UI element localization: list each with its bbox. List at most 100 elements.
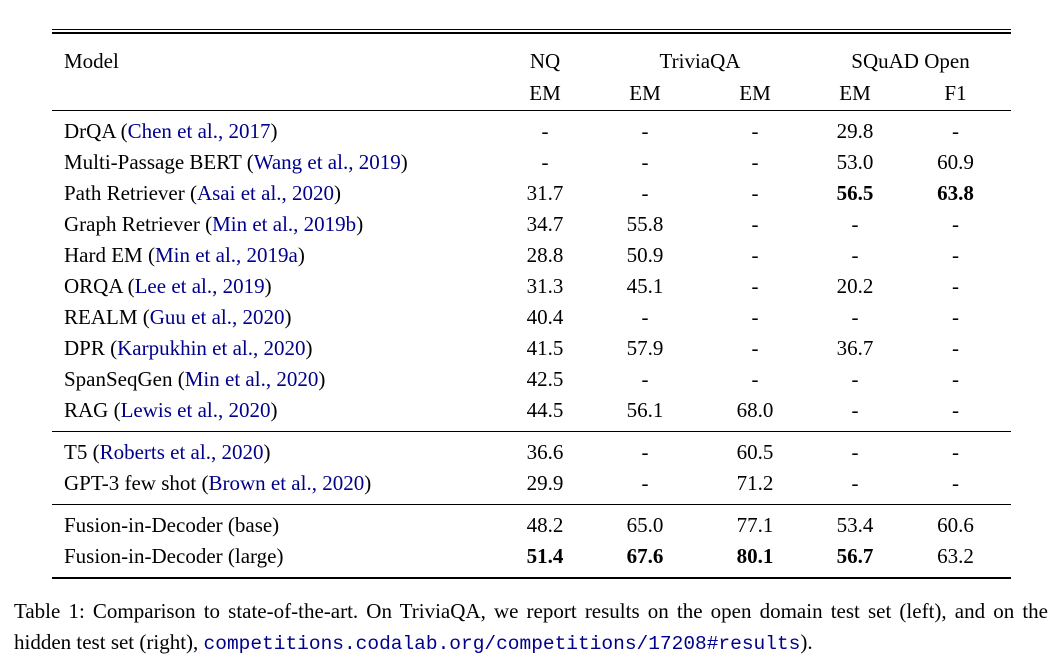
table-row: ORQA (Lee et al., 2019) 31.3 45.1 - 20.2 -	[52, 271, 1011, 302]
value-cell: 71.2	[736, 471, 774, 495]
metric-header: EM	[500, 77, 590, 111]
citation-link[interactable]: Lewis et al., 2020	[120, 398, 271, 422]
value-cell: -	[851, 471, 859, 495]
value-cell: -	[952, 274, 959, 298]
value-cell: -	[641, 367, 649, 391]
results-table-figure: Model NQ TriviaQA SQuAD Open EM EM EM EM…	[52, 29, 1012, 579]
value-cell: 60.5	[700, 431, 810, 468]
value-cell: 56.1	[626, 398, 664, 422]
metric-header: EM	[590, 77, 700, 111]
table-row: Hard EM (Min et al., 2019a) 28.8 50.9 - - -	[52, 240, 1011, 271]
value-cell: -	[952, 243, 959, 267]
value-cell: -	[851, 243, 859, 267]
value-cell: -	[851, 212, 859, 236]
table-header: Model NQ TriviaQA SQuAD Open EM EM EM EM…	[52, 34, 1012, 111]
value-cell: -	[641, 305, 649, 329]
model-name-cell: Fusion-in-Decoder (base)	[52, 504, 500, 541]
citation-link[interactable]: Min et al., 2019b	[212, 212, 357, 236]
value-cell: 80.1	[736, 544, 774, 568]
table-row: Fusion-in-Decoder (base) 48.2 65.0 77.1 53.4…	[52, 504, 1012, 541]
model-name-cell: REALM (Guu et al., 2020)	[64, 305, 292, 329]
value-cell: 55.8	[626, 212, 664, 236]
citation-link[interactable]: Brown et al., 2020	[208, 471, 365, 495]
value-cell: -	[952, 398, 959, 422]
value-cell: 60.6	[900, 504, 1012, 541]
value-cell: 53.0	[836, 150, 874, 174]
model-name-cell: Graph Retriever (Min et al., 2019b)	[64, 212, 364, 236]
value-cell: -	[851, 398, 859, 422]
model-name-cell: Fusion-in-Decoder (large)	[64, 544, 284, 568]
citation-link[interactable]: Guu et al., 2020	[149, 305, 285, 329]
header-group-row: Model NQ TriviaQA SQuAD Open	[52, 34, 1011, 77]
col-group-triviaqa: TriviaQA	[659, 49, 741, 73]
value-cell: 63.8	[937, 181, 974, 205]
table-row: SpanSeqGen (Min et al., 2020) 42.5 - - - -	[52, 364, 1011, 395]
value-cell: -	[751, 274, 759, 298]
metric-header: F1	[900, 77, 1012, 111]
table-row: Multi-Passage BERT (Wang et al., 2019) - -…	[52, 147, 1011, 178]
value-cell: 28.8	[526, 243, 564, 267]
model-name-cell: DPR (Karpukhin et al., 2020)	[64, 336, 313, 360]
value-cell: -	[810, 431, 900, 468]
value-cell: -	[952, 471, 959, 495]
value-cell: 60.9	[937, 150, 974, 174]
col-header-model: Model	[64, 49, 119, 73]
value-cell: 31.7	[526, 181, 564, 205]
table-section-fusion-in-decoder: Fusion-in-Decoder (base) 48.2 65.0 77.1 53.4…	[52, 504, 1012, 579]
codalab-url-link[interactable]: competitions.codalab.org/competitions/17…	[203, 633, 801, 655]
model-name-cell: ORQA (Lee et al., 2019)	[64, 274, 272, 298]
citation-link[interactable]: Asai et al., 2020	[196, 181, 335, 205]
value-cell: 41.5	[526, 336, 564, 360]
results-table: Model NQ TriviaQA SQuAD Open EM EM EM EM…	[52, 34, 1012, 579]
model-name-cell: T5 (Roberts et al., 2020)	[52, 431, 500, 468]
table-top-rule-thin	[52, 29, 1011, 30]
citation-link[interactable]: Min et al., 2020	[184, 367, 319, 391]
value-cell: -	[751, 336, 759, 360]
value-cell: 36.6	[500, 431, 590, 468]
metric-header: EM	[810, 77, 900, 111]
value-cell: 51.4	[526, 544, 564, 568]
model-name-cell: Multi-Passage BERT (Wang et al., 2019)	[64, 150, 408, 174]
value-cell: 68.0	[736, 398, 774, 422]
value-cell: 65.0	[590, 504, 700, 541]
col-group-nq: NQ	[529, 49, 561, 73]
value-cell: 20.2	[836, 274, 874, 298]
model-name-cell: DrQA (Chen et al., 2017)	[64, 119, 278, 143]
citation-link[interactable]: Lee et al., 2019	[134, 274, 265, 298]
model-name-cell: Hard EM (Min et al., 2019a)	[64, 243, 305, 267]
model-name-cell: GPT-3 few shot (Brown et al., 2020)	[64, 471, 372, 495]
table-top-rule-thick	[52, 32, 1011, 34]
metric-header: EM	[700, 77, 810, 111]
value-cell: 42.5	[526, 367, 564, 391]
table-row: REALM (Guu et al., 2020) 40.4 - - - -	[52, 302, 1011, 333]
col-group-squad-open: SQuAD Open	[851, 49, 970, 73]
value-cell: -	[851, 367, 859, 391]
model-name-cell: SpanSeqGen (Min et al., 2020)	[64, 367, 326, 391]
table-section-closed-book: T5 (Roberts et al., 2020) 36.6-60.5- - GPT-…	[52, 431, 1012, 505]
table-row: DrQA (Chen et al., 2017) - - - 29.8 -	[52, 111, 1011, 148]
value-cell: -	[751, 305, 759, 329]
citation-link[interactable]: Karpukhin et al., 2020	[117, 336, 306, 360]
citation-link[interactable]: Min et al., 2019a	[154, 243, 298, 267]
table-caption: Table 1: Comparison to state-of-the-art.…	[14, 596, 1048, 660]
value-cell: 57.9	[626, 336, 664, 360]
value-cell: 40.4	[526, 305, 564, 329]
caption-suffix: ).	[800, 630, 813, 654]
value-cell: -	[590, 431, 700, 468]
value-cell: -	[952, 305, 959, 329]
value-cell: -	[900, 431, 1012, 468]
citation-link[interactable]: Roberts et al., 2020	[99, 440, 264, 464]
citation-link[interactable]: Chen et al., 2017	[127, 119, 271, 143]
value-cell: -	[952, 367, 959, 391]
col-header-empty	[52, 77, 500, 111]
table-row: DPR (Karpukhin et al., 2020) 41.5 57.9 - 36.…	[52, 333, 1011, 364]
value-cell: 34.7	[526, 212, 564, 236]
value-cell: -	[541, 119, 549, 143]
header-metric-row: EM EM EM EM F1	[52, 77, 1012, 111]
value-cell: 67.6	[626, 544, 664, 568]
table-row: RAG (Lewis et al., 2020) 44.5 56.1 68.0 - -	[52, 395, 1011, 432]
table-row: Path Retriever (Asai et al., 2020) 31.7 - -…	[52, 178, 1011, 209]
value-cell: -	[751, 119, 759, 143]
value-cell: 56.7	[836, 544, 874, 568]
citation-link[interactable]: Wang et al., 2019	[253, 150, 401, 174]
